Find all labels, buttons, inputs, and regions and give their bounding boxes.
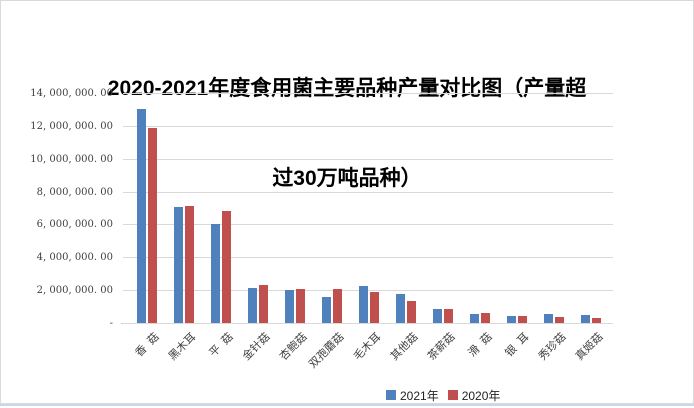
x-tick-label-秀珍菇: 秀珍菇	[536, 331, 569, 363]
bar-2020年-双孢蘑菇	[332, 288, 342, 323]
bar-group-4	[284, 93, 305, 323]
gridline	[123, 224, 613, 226]
legend-swatch-2020-icon	[447, 390, 458, 400]
bar-group-1	[173, 93, 194, 323]
legend-item-2020: 2020年	[447, 387, 501, 404]
chart-title-line1: 2020-2021年度食用菌主要品种产量对比图（产量超	[107, 77, 587, 100]
legend-label-2021: 2021年	[400, 388, 439, 403]
bar-2021年-香 菇	[136, 109, 146, 323]
x-tick-label-平 菇: 平 菇	[206, 331, 236, 360]
bar-2021年-滑 菇	[469, 313, 479, 323]
gridline	[123, 125, 613, 127]
x-tick-label-金针菇: 金针菇	[240, 331, 273, 363]
y-tick-label: 14, 000, 000. 00	[30, 88, 113, 99]
bar-2021年-黑木耳	[173, 207, 183, 323]
x-tick-label-其他菇: 其他菇	[388, 331, 421, 363]
x-tick-label-毛木耳: 毛木耳	[351, 331, 384, 363]
bar-2021年-其他菇	[395, 293, 405, 323]
bar-2021年-平 菇	[210, 223, 220, 323]
bar-2021年-双孢蘑菇	[321, 296, 331, 323]
bar-group-5	[321, 93, 342, 323]
x-tick-label-真姬菇: 真姬菇	[573, 331, 606, 363]
bar-2020年-毛木耳	[369, 292, 379, 323]
legend-item-2021: 2021年	[386, 387, 439, 404]
legend-swatch-2021-icon	[386, 390, 396, 400]
bar-2021年-秀珍菇	[543, 313, 553, 323]
bar-2020年-真姬菇	[591, 317, 601, 323]
bar-group-9	[469, 93, 490, 323]
gridline	[123, 158, 613, 160]
bar-2021年-毛木耳	[358, 286, 368, 323]
chart-title: 2020-2021年度食用菌主要品种产量对比图（产量超 过30万吨品种）	[30, 14, 664, 254]
y-tick-label: 10, 000, 000. 00	[30, 153, 113, 165]
bar-group-8	[432, 93, 453, 323]
gridline	[123, 257, 613, 259]
bar-2020年-其他菇	[406, 300, 416, 323]
bar-group-0	[136, 93, 157, 323]
bar-group-11	[543, 93, 564, 323]
bar-2020年-杏鲍菇	[295, 288, 305, 323]
chart-title-line2: 过30万吨品种）	[272, 167, 422, 190]
x-tick-label-黑木耳: 黑木耳	[166, 331, 199, 363]
gridline	[123, 323, 613, 324]
bar-2021年-杏鲍菇	[284, 289, 294, 323]
bar-2020年-金针菇	[258, 285, 268, 323]
bar-2021年-真姬菇	[580, 315, 590, 323]
bar-group-3	[247, 93, 268, 323]
bar-2020年-香 菇	[147, 127, 157, 323]
bar-group-7	[395, 93, 416, 323]
y-tick-label: 2, 000, 000. 00	[36, 285, 113, 297]
bottom-edge-line	[0, 404, 694, 406]
bar-2020年-黑木耳	[184, 206, 194, 323]
legend-label-2020: 2020年	[461, 388, 501, 403]
x-tick-label-杏鲍菇: 杏鲍菇	[277, 331, 310, 363]
plot-area	[121, 93, 613, 324]
x-tick-label-香 菇: 香 菇	[132, 331, 162, 360]
bar-group-10	[506, 93, 527, 323]
gridline	[123, 290, 613, 292]
y-tick-label: 6, 000, 000. 00	[36, 219, 113, 231]
y-tick-label: 4, 000, 000. 00	[36, 252, 113, 264]
bar-2021年-茶薪菇	[432, 308, 442, 323]
bar-group-12	[580, 93, 601, 323]
y-tick-label: -	[109, 318, 113, 329]
x-tick-label-银 耳: 银 耳	[502, 331, 532, 360]
x-tick-label-滑 菇: 滑 菇	[465, 331, 495, 360]
y-tick-label: 8, 000, 000. 00	[36, 186, 113, 198]
bar-2020年-平 菇	[221, 211, 231, 323]
bar-2020年-茶薪菇	[443, 308, 453, 323]
bar-group-6	[358, 93, 379, 323]
gridline	[123, 93, 613, 94]
bar-2020年-秀珍菇	[554, 316, 564, 323]
bar-2020年-银 耳	[517, 315, 527, 323]
bar-2021年-金针菇	[247, 287, 257, 323]
y-tick-label: 12, 000, 000. 00	[30, 120, 113, 132]
x-tick-label-双孢蘑菇: 双孢蘑菇	[306, 331, 347, 371]
x-tick-label-茶薪菇: 茶薪菇	[425, 331, 458, 363]
legend: 2021年 2020年	[386, 387, 501, 404]
bar-group-2	[210, 93, 231, 323]
gridline	[123, 191, 613, 193]
bar-2020年-滑 菇	[480, 313, 490, 323]
bar-2021年-银 耳	[506, 315, 516, 323]
